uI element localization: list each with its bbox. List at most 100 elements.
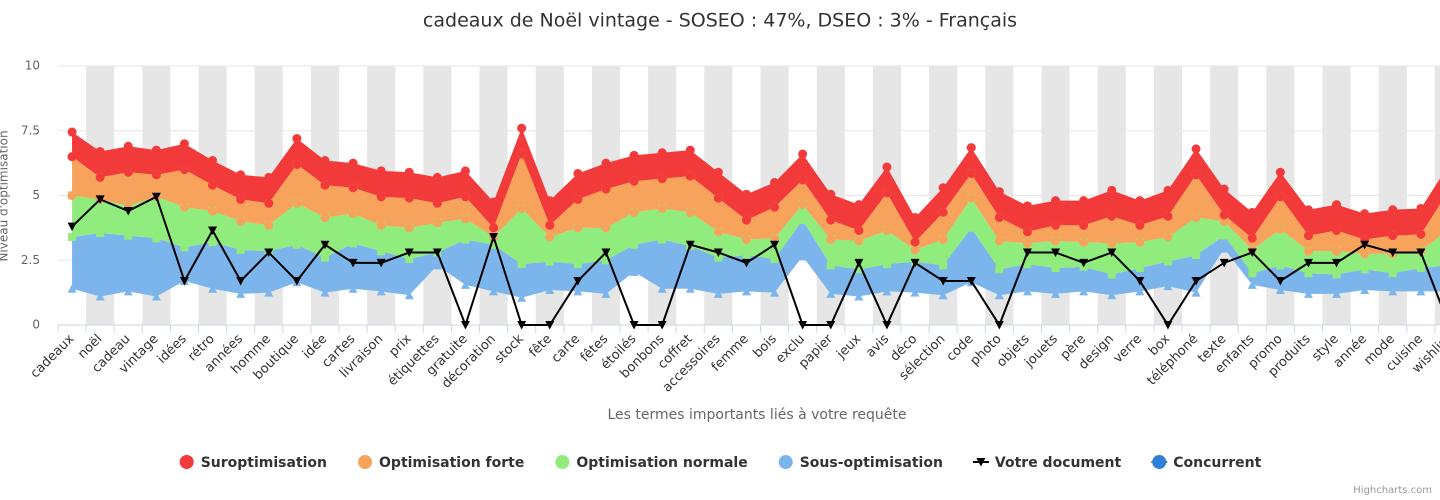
range-marker (657, 148, 667, 158)
range-marker (432, 172, 442, 182)
range-marker (1332, 246, 1342, 256)
range-marker (1303, 246, 1313, 256)
range-marker (236, 289, 246, 298)
range-marker (1135, 286, 1145, 296)
range-marker (573, 168, 583, 178)
range-marker (714, 253, 723, 262)
range-marker (882, 286, 892, 296)
line-marker (1191, 276, 1201, 286)
range-marker (1191, 144, 1201, 154)
range-marker (1247, 280, 1257, 289)
range-marker (67, 191, 77, 200)
range-marker (1135, 264, 1144, 273)
range-marker (742, 251, 751, 260)
range-marker (1360, 265, 1369, 274)
range-marker (1303, 231, 1313, 241)
range-marker (95, 172, 105, 182)
range-marker (292, 159, 302, 169)
range-marker (123, 286, 133, 296)
range-marker (967, 223, 976, 232)
range-marker (460, 192, 470, 202)
range-marker (1219, 210, 1229, 220)
range-marker (882, 225, 892, 235)
range-marker (68, 232, 77, 241)
range-marker (545, 196, 555, 206)
range-marker (995, 265, 1004, 274)
range-marker (798, 175, 808, 185)
range-marker (517, 293, 527, 302)
range-marker (1079, 286, 1089, 296)
legend-symbol (179, 455, 194, 469)
line-marker (1079, 258, 1089, 268)
line-marker (1022, 248, 1032, 257)
line-marker (1219, 258, 1229, 268)
line-marker (854, 258, 864, 268)
range-marker (489, 197, 499, 207)
range-marker (179, 139, 189, 149)
legend-label: Suroptimisation (201, 455, 327, 471)
line-marker (123, 207, 133, 216)
range-marker (713, 227, 723, 237)
y-tick-label: 10 (25, 59, 40, 73)
range-marker (348, 183, 358, 193)
legend-label: Sous-optimisation (800, 455, 943, 471)
line-marker (236, 276, 246, 286)
line-marker (376, 258, 386, 268)
range-marker (658, 235, 667, 244)
range-marker (938, 290, 948, 300)
range-marker (1107, 238, 1117, 248)
range-marker (882, 188, 892, 198)
range-marker (1360, 285, 1370, 295)
line-marker (1275, 276, 1285, 286)
line-marker (910, 258, 920, 268)
range-marker (1051, 236, 1061, 246)
range-area (72, 220, 1440, 298)
range-marker (489, 286, 499, 296)
range-marker (320, 213, 330, 223)
range-marker (1247, 207, 1257, 217)
range-marker (826, 261, 835, 270)
range-marker (994, 213, 1004, 223)
range-marker (1163, 232, 1173, 242)
legend-label: Optimisation forte (379, 455, 524, 471)
range-marker (910, 237, 920, 247)
range-marker (432, 260, 442, 270)
range-marker (854, 292, 864, 301)
range-marker (826, 189, 836, 199)
range-marker (264, 172, 274, 182)
line-marker (966, 276, 976, 286)
range-marker (208, 284, 218, 293)
range-marker (629, 150, 639, 160)
range-marker (741, 286, 751, 296)
range-marker (1023, 260, 1032, 269)
line (71, 195, 1440, 329)
range-marker (320, 288, 330, 297)
range-marker (348, 158, 358, 168)
range-marker (770, 178, 780, 188)
line-marker (826, 321, 836, 330)
range-marker (966, 193, 976, 203)
range-marker (1388, 286, 1398, 296)
range-marker (1163, 185, 1173, 195)
range-marker (1107, 270, 1116, 279)
range-marker (123, 167, 133, 177)
range-marker (657, 174, 667, 184)
y-tick-label: 0 (32, 318, 40, 332)
range-marker (517, 203, 527, 213)
range-marker (292, 134, 302, 144)
range-marker (460, 214, 470, 224)
range-marker (1275, 167, 1285, 177)
range-marker (432, 198, 442, 208)
range-marker (1360, 209, 1370, 219)
range-marker (376, 220, 386, 230)
range-marker (404, 193, 414, 203)
range-marker (489, 240, 498, 249)
range-marker (292, 240, 301, 249)
range-marker (601, 223, 611, 233)
range-marker (770, 233, 780, 243)
range-marker (1163, 257, 1172, 266)
range-marker (798, 216, 807, 225)
range-marker (685, 207, 695, 217)
line-marker (320, 240, 330, 250)
range-marker (292, 198, 302, 208)
